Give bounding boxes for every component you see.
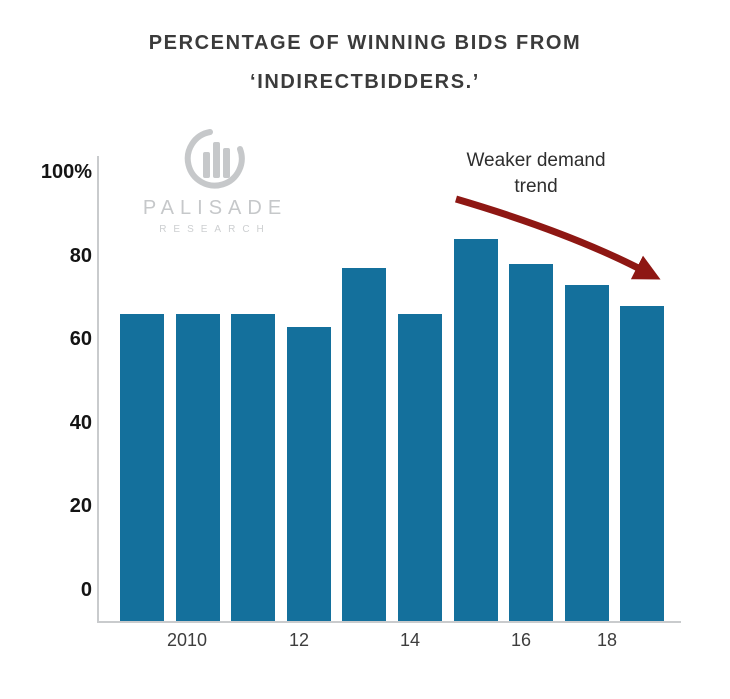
bar-2014	[398, 314, 442, 621]
bar-2013	[342, 268, 387, 621]
palisade-research-watermark: PALISADE RESEARCH	[138, 124, 292, 235]
chart-title: PERCENTAGE OF WINNING BIDS FROM ‘INDIREC…	[0, 24, 730, 102]
watermark-subtitle: RESEARCH	[159, 224, 271, 235]
x-tick-label-12: 12	[288, 630, 310, 650]
y-axis-line	[97, 156, 99, 622]
palisade-logo-icon	[184, 129, 245, 189]
bar-2011	[231, 314, 276, 621]
y-tick-label-20: 20	[69, 495, 92, 518]
x-tick-label-16: 16	[510, 630, 532, 650]
y-tick-label-100: 100%	[40, 161, 92, 183]
bar-2010	[175, 314, 220, 621]
bar-2016	[509, 263, 554, 621]
annotation-line1: Weaker demand	[466, 150, 606, 171]
chart-title-line2: ‘INDIRECTBIDDERS.’	[250, 71, 480, 93]
bar-2012	[286, 326, 331, 621]
annotation-line2: trend	[514, 176, 558, 197]
chart-title-line1: PERCENTAGE OF WINNING BIDS FROM	[148, 32, 582, 54]
x-tick-label-14: 14	[399, 630, 421, 650]
x-tick-label-2010: 2010	[166, 630, 208, 650]
bar-2009	[120, 314, 164, 621]
bar-2018	[620, 305, 665, 621]
annotation-weaker-demand: Weaker demand trend	[440, 148, 632, 200]
y-axis-labels: 100% 80 60 40 20 0	[0, 0, 92, 699]
y-tick-label-0: 0	[80, 579, 92, 601]
y-tick-label-80: 80	[69, 244, 92, 267]
bar-2017	[564, 284, 609, 621]
x-tick-label-18: 18	[596, 630, 618, 650]
y-tick-label-60: 60	[69, 328, 92, 351]
watermark-name: PALISADE	[142, 197, 288, 219]
x-axis-line	[97, 621, 681, 623]
y-tick-label-40: 40	[69, 411, 92, 434]
bar-2015	[453, 238, 498, 621]
